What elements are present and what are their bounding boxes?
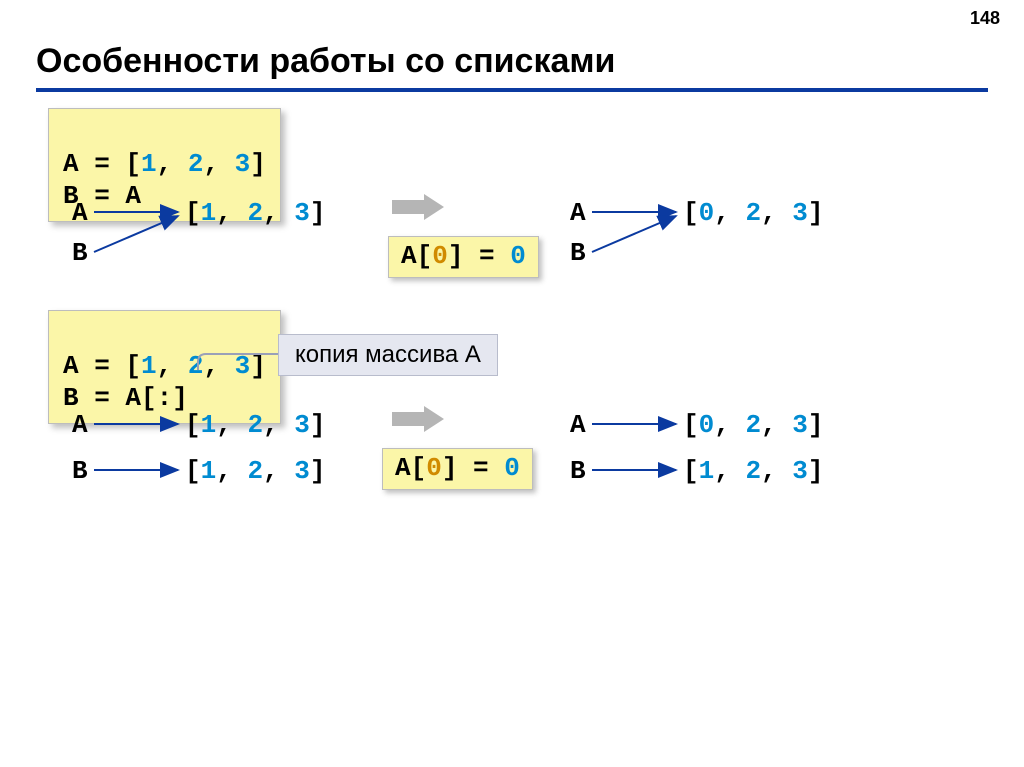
page-number: 148 — [970, 8, 1000, 29]
diag2-left-arrows — [72, 410, 192, 490]
assign-box-2: A[0] = 0 — [382, 448, 533, 490]
code-line-1: A = [1, 2, 3] — [63, 149, 266, 179]
page-title: Особенности работы со списками — [36, 42, 615, 81]
diag1-left-arrows — [72, 198, 192, 268]
diag2-right-arrows — [570, 410, 690, 490]
diag1-left-list: [1, 2, 3] — [185, 198, 325, 228]
diag2-right-listB: [1, 2, 3] — [683, 456, 823, 486]
diag2-left-listA: [1, 2, 3] — [185, 410, 325, 440]
assign-box-1: A[0] = 0 — [388, 236, 539, 278]
diag1-right-arrows — [570, 198, 690, 268]
diag1-right-list: [0, 2, 3] — [683, 198, 823, 228]
annotation-connector — [196, 352, 286, 392]
diag2-right-listA: [0, 2, 3] — [683, 410, 823, 440]
diag2-left-listB: [1, 2, 3] — [185, 456, 325, 486]
gray-arrow-1 — [388, 192, 448, 226]
code-line-4: B = A[:] — [63, 383, 188, 413]
title-underline — [36, 88, 988, 92]
gray-arrow-2 — [388, 404, 448, 438]
annotation-copy: копия массива A — [278, 334, 498, 376]
